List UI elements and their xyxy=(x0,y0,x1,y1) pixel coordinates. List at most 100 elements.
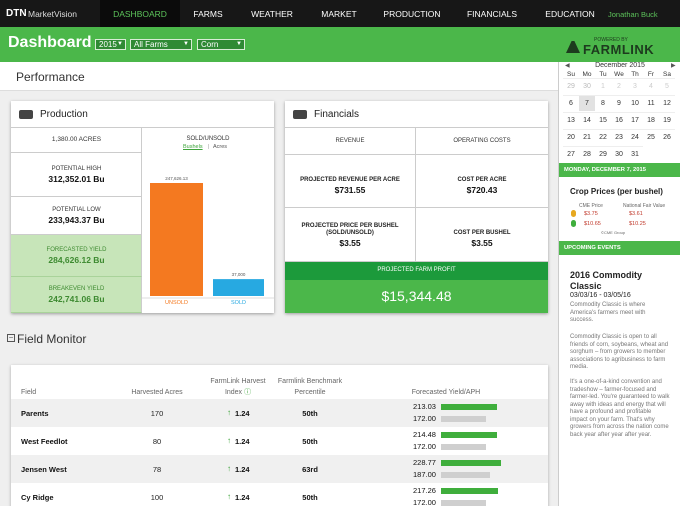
calendar-day[interactable]: 6 xyxy=(563,95,579,111)
calendar-day[interactable]: 25 xyxy=(643,129,659,145)
nav-item[interactable]: FINANCIALS xyxy=(466,9,518,19)
stat-value: 312,352.01 Bu xyxy=(48,174,105,184)
calendar-day[interactable]: 23 xyxy=(611,129,627,145)
calendar-day[interactable]: 18 xyxy=(643,112,659,128)
toggle-option[interactable]: Bushels xyxy=(183,144,203,150)
calendar-day[interactable]: 12 xyxy=(659,95,675,111)
metric-cell: PROJECTED REVENUE PER ACRE $731.55 xyxy=(285,155,416,208)
stat-cell: FORECASTED YIELD 284,626.12 Bu xyxy=(11,235,142,277)
yield-bar xyxy=(441,432,498,438)
filter-select[interactable]: 2015 ▼ xyxy=(95,39,126,50)
sold-unsold-chart: 247,626.13 UNSOLD 37,000 SOLD xyxy=(142,176,274,306)
calendar-day[interactable]: 8 xyxy=(595,95,611,111)
calendar-day[interactable]: 20 xyxy=(563,129,579,145)
filter-caret: ▼ xyxy=(183,41,189,47)
calendar-day[interactable]: 3 xyxy=(627,78,643,94)
panel-icon xyxy=(19,110,33,119)
calendar-next[interactable]: ▶ xyxy=(671,63,676,69)
collapse-icon[interactable]: − xyxy=(7,333,15,342)
table-row: West Feedlot 80 ↑ 1.24 50th 214.48 172.00 xyxy=(11,427,548,455)
nav-item[interactable]: PRODUCTION xyxy=(383,9,441,19)
calendar-day[interactable]: 30 xyxy=(611,146,627,162)
nav-item[interactable]: FARMS xyxy=(193,9,223,19)
calendar-day[interactable]: 4 xyxy=(643,78,659,94)
calendar-day[interactable]: 30 xyxy=(579,78,595,94)
calendar-day[interactable]: 10 xyxy=(627,95,643,111)
info-icon[interactable]: ⓘ xyxy=(244,389,252,396)
calendar-day[interactable]: 28 xyxy=(579,146,595,162)
user-name[interactable]: Jonathan Buck xyxy=(608,10,658,19)
weekday: Sa xyxy=(663,71,671,78)
calendar-day[interactable]: 21 xyxy=(579,129,595,145)
field-name[interactable]: West Feedlot xyxy=(21,437,68,446)
harvest-index: 1.24 xyxy=(235,409,250,418)
calendar-day[interactable]: 22 xyxy=(595,129,611,145)
calendar-day[interactable]: 26 xyxy=(659,129,675,145)
profit-label: PROJECTED FARM PROFIT xyxy=(377,267,456,273)
toggle-option[interactable]: Acres xyxy=(213,144,228,150)
harvested-acres: 80 xyxy=(152,437,162,446)
panel-header: Production xyxy=(11,101,274,128)
section-title: Performance xyxy=(16,70,85,84)
column-header: Field xyxy=(21,389,37,396)
calendar-prev[interactable]: ◀ xyxy=(565,63,570,69)
calendar-day[interactable]: 11 xyxy=(643,95,659,111)
nav-item[interactable]: DASHBOARD xyxy=(113,9,167,19)
filter-select[interactable]: All Farms ▼ xyxy=(130,39,192,50)
yield-bar xyxy=(441,488,498,494)
benchmark-percentile: 50th xyxy=(302,493,318,502)
aph: 187.00 xyxy=(413,470,436,479)
calendar-day[interactable]: 1 xyxy=(595,78,611,94)
calendar-day[interactable]: 31 xyxy=(627,146,643,162)
filter-select[interactable]: Corn ▼ xyxy=(197,39,245,50)
calendar-day[interactable]: 9 xyxy=(611,95,627,111)
metric-value: $3.55 xyxy=(339,238,361,248)
field-name[interactable]: Parents xyxy=(21,409,49,418)
price-col: CME Price xyxy=(579,203,603,209)
event-title[interactable]: 2016 Commodity Classic xyxy=(570,270,643,291)
nav-item[interactable]: WEATHER xyxy=(251,9,293,19)
calendar-day[interactable]: 27 xyxy=(563,146,579,162)
nav-item[interactable]: EDUCATION xyxy=(545,9,595,19)
section-title: Field Monitor xyxy=(17,332,87,346)
weekday: Fr xyxy=(647,71,655,78)
calendar-day[interactable]: 14 xyxy=(579,112,595,128)
field-name[interactable]: Jensen West xyxy=(21,465,67,474)
field-name[interactable]: Cy Ridge xyxy=(21,493,54,502)
acres-cell: 1,380.00 ACRES xyxy=(11,128,142,153)
column-header: OPERATING COSTS xyxy=(416,128,548,155)
calendar-day[interactable]: 5 xyxy=(659,78,675,94)
event-paragraph: It's a one-of-a-kind convention and trad… xyxy=(570,379,670,438)
nav-item[interactable]: MARKET xyxy=(321,9,357,19)
logo: FARMLINK xyxy=(583,42,655,57)
brand-sub: MarketVision xyxy=(28,9,77,19)
stat-label: POTENTIAL HIGH xyxy=(51,166,102,172)
calendar-day[interactable]: 24 xyxy=(627,129,643,145)
aph: 172.00 xyxy=(413,498,436,506)
calendar-day[interactable]: 29 xyxy=(563,78,579,94)
forecast-yield: 214.48 xyxy=(413,430,436,439)
stat-cell: POTENTIAL LOW 233,943.37 Bu xyxy=(11,197,142,235)
date-banner-text: MONDAY, DECEMBER 7, 2015 xyxy=(564,167,646,173)
column-label: OPERATING COSTS xyxy=(453,138,511,144)
events-banner-text: UPCOMING EVENTS xyxy=(564,245,621,251)
index-arrow: ↑ xyxy=(227,464,231,473)
calendar-day[interactable]: 16 xyxy=(611,112,627,128)
powered-by: POWERED BY xyxy=(594,37,628,43)
field-table: Field Harvested Acres FarmLink Harvest Ind… xyxy=(11,365,548,506)
calendar-day[interactable]: 17 xyxy=(627,112,643,128)
profit-value: $15,344.48 xyxy=(381,288,452,304)
fair-value: $10.25 xyxy=(629,221,646,227)
calendar-day[interactable]: 2 xyxy=(611,78,627,94)
calendar-day[interactable]: 29 xyxy=(595,146,611,162)
metric-cell: COST PER ACRE $720.43 xyxy=(416,155,548,208)
yield-bar xyxy=(441,404,497,410)
calendar-day[interactable]: 19 xyxy=(659,112,675,128)
calendar-day[interactable]: 7 xyxy=(579,95,595,111)
calendar-day[interactable]: 13 xyxy=(563,112,579,128)
top-nav: DTN MarketVision DASHBOARD FARMS WEATHER MARK… xyxy=(0,0,680,27)
section-strip: Performance xyxy=(0,62,558,91)
calendar-day[interactable]: 15 xyxy=(595,112,611,128)
stat-label: POTENTIAL LOW xyxy=(52,207,101,213)
bar-name: SOLD xyxy=(231,300,246,306)
